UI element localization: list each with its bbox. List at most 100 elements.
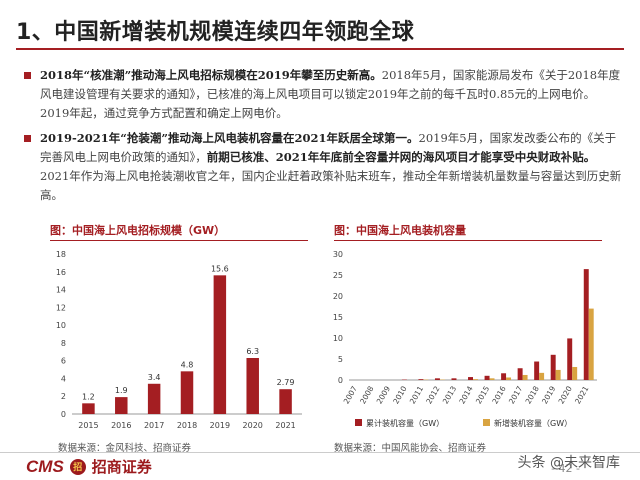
chart-tender-scale: 0 2 4 6 8 10 12 14 16 18 1.2 2015 1.9 2016 3.4 2017 4.8 2…	[56, 250, 302, 430]
logo-cms-text: CMS	[26, 456, 64, 476]
x-tick-label: 2020	[243, 421, 263, 430]
bar	[550, 354, 556, 380]
x-tick-label: 2015	[78, 421, 98, 430]
fig2-source: 数据来源：中国风能协会、招商证券	[334, 443, 487, 454]
bar	[484, 375, 490, 380]
legend-label: 新增装机容量（GW）	[494, 418, 572, 428]
fig2-title: 图：中国海上风电装机容量	[334, 224, 466, 237]
logo-name: 招商证券	[91, 458, 152, 476]
legend-swatch	[355, 419, 362, 426]
bar	[588, 308, 594, 380]
x-tick-label: 2019	[540, 384, 557, 405]
bar-value-label: 2.79	[277, 378, 295, 387]
bar	[279, 389, 292, 414]
y-tick-label: 20	[333, 292, 343, 301]
bar-value-label: 4.8	[181, 360, 194, 369]
bar	[82, 403, 95, 414]
x-tick-label: 2020	[557, 384, 574, 405]
bar-value-label: 6.3	[246, 347, 259, 356]
bar	[583, 269, 589, 380]
bullet-2: 2019-2021年“抢装潮”推动海上风电装机容量在2021年跃居全球第一。20…	[22, 129, 622, 205]
bar	[468, 377, 473, 380]
x-tick-label: 2019	[210, 421, 230, 430]
fig2-divider	[334, 240, 602, 241]
fig1-source: 数据来源：金风科技、招商证券	[58, 443, 192, 454]
legend-label: 累计装机容量（GW）	[366, 418, 444, 428]
bullet-1: 2018年“核准潮”推动海上风电招标规模在2019年攀至历史新高。2018年5月…	[22, 66, 622, 123]
bar	[434, 378, 440, 380]
bar	[506, 377, 512, 380]
y-tick-label: 25	[333, 271, 343, 280]
bullet-2-bold2: 前期已核准、2021年年底前全容量并网的海风项目才能享受中央财政补贴。	[206, 150, 596, 164]
bullet-1-text: 2018年5月，国家能源局发布《关于2018年度风电建设管理有关要求的通知》，已…	[40, 68, 621, 120]
fig1-title: 图：中国海上风电招标规模（GW）	[50, 224, 226, 237]
x-tick-label: 2013	[441, 384, 458, 405]
footer-divider	[0, 452, 640, 453]
bar	[522, 374, 528, 380]
x-tick-label: 2008	[358, 384, 375, 405]
y-tick-label: 6	[61, 357, 66, 366]
y-tick-label: 10	[56, 321, 66, 330]
bar	[572, 366, 578, 380]
bullet-2-text: 2019年5月，国家发改委公布的《关于完善风电上网电价政策的通知》，	[40, 131, 617, 164]
bar-value-label: 1.9	[115, 386, 128, 395]
x-tick-label: 2018	[524, 384, 541, 405]
x-tick-label: 2017	[144, 421, 164, 430]
x-tick-label: 2021	[275, 421, 295, 430]
title-divider	[16, 48, 624, 50]
bar	[451, 378, 457, 380]
x-tick-label: 2012	[424, 384, 441, 405]
x-tick-label: 2017	[507, 384, 524, 405]
x-tick-label: 2010	[391, 384, 408, 405]
x-tick-label: 2014	[457, 384, 474, 405]
page-number: - 42 -	[551, 462, 580, 475]
bar-value-label: 15.6	[211, 264, 229, 273]
y-tick-label: 14	[56, 286, 66, 295]
bullet-list: 2018年“核准潮”推动海上风电招标规模在2019年攀至历史新高。2018年5月…	[22, 66, 622, 211]
y-tick-label: 18	[56, 250, 66, 259]
y-tick-label: 2	[61, 392, 66, 401]
bar	[517, 368, 523, 380]
y-tick-label: 10	[333, 334, 343, 343]
bar	[534, 361, 540, 380]
bar	[501, 373, 507, 380]
bar	[246, 358, 259, 414]
bar	[555, 369, 561, 380]
y-tick-label: 12	[56, 303, 66, 312]
x-tick-label: 2016	[490, 384, 507, 405]
bar	[213, 275, 227, 414]
bar	[539, 372, 545, 380]
bullet-2-bold: 2019-2021年“抢装潮”推动海上风电装机容量在2021年跃居全球第一。	[40, 131, 419, 145]
x-tick-label: 2021	[573, 384, 590, 405]
x-tick-label: 2016	[111, 421, 131, 430]
page-title: 1、中国新增装机规模连续四年领跑全球	[16, 20, 415, 45]
logo-badge-icon: 招	[69, 458, 86, 475]
legend-swatch	[483, 419, 490, 426]
chart-installed-capacity: 0 5 10 15 20 25 30 2007 2008 2009 2010 2011 2012 2013…	[333, 250, 597, 428]
bullet-2-text2: 2021年作为海上风电抢装潮收官之年，国内企业赶着政策补贴末班车，推动全年新增装…	[40, 169, 622, 202]
x-tick-label: 2018	[177, 421, 197, 430]
bar	[147, 383, 161, 414]
bar	[180, 371, 194, 414]
x-tick-label: 2007	[342, 384, 359, 405]
y-tick-label: 16	[56, 268, 66, 277]
bar-value-label: 3.4	[148, 373, 161, 382]
y-tick-label: 0	[61, 410, 66, 419]
bar	[115, 397, 128, 414]
bar	[473, 379, 478, 380]
bar	[418, 379, 424, 380]
bar	[567, 338, 573, 380]
y-tick-label: 8	[61, 339, 66, 348]
y-tick-label: 0	[338, 376, 343, 385]
bullet-1-bold: 2018年“核准潮”推动海上风电招标规模在2019年攀至历史新高。	[40, 68, 382, 82]
x-tick-label: 2011	[408, 384, 425, 405]
bar	[489, 378, 495, 380]
fig1-divider	[50, 240, 308, 241]
y-tick-label: 5	[338, 355, 343, 364]
x-tick-label: 2009	[375, 384, 392, 405]
company-logo: CMS 招 招商证券	[26, 456, 152, 477]
y-tick-label: 30	[333, 250, 343, 259]
watermark: 头条 @未来智库	[517, 455, 620, 471]
x-tick-label: 2015	[474, 384, 491, 405]
y-tick-label: 4	[61, 374, 66, 383]
